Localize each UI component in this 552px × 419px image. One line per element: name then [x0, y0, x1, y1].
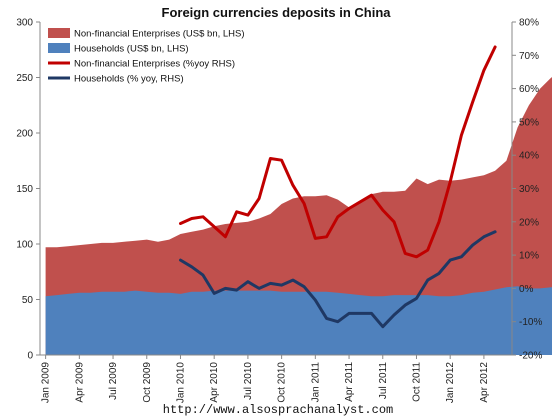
source-url: http://www.alsosprachanalyst.com: [163, 403, 393, 417]
x-tick-label: Jan 2009: [41, 362, 52, 404]
legend-label-2: Non-financial Enterprises (%yoy RHS): [74, 59, 235, 70]
line-series-3: [179, 230, 497, 329]
area-series-1: [45, 286, 552, 355]
x-tick-label: Apr 2009: [74, 362, 85, 403]
legend-swatch-1: [48, 43, 70, 53]
axes: 0 50 100 150 200 250 300 -20% -10% 0% 10% 20% 30% 40%…: [16, 18, 542, 404]
legend-label-3: Households (% yoy, RHS): [74, 74, 184, 85]
right-tick-label: 10%: [519, 251, 539, 262]
line-series-2: [179, 45, 497, 259]
left-tick-label: 250: [16, 73, 33, 84]
x-tick-label: Oct 2009: [142, 362, 153, 403]
right-tick-label: -10%: [519, 317, 542, 328]
legend-label-0: Non-financial Enterprises (US$ bn, LHS): [74, 29, 245, 40]
left-tick-label: 100: [16, 240, 33, 251]
x-tick-label: Apr 2010: [209, 362, 220, 403]
right-tick-label: 80%: [519, 18, 539, 29]
right-tick-label: 20%: [519, 217, 539, 228]
right-tick-label: 50%: [519, 117, 539, 128]
x-tick-label: Jan 2010: [175, 362, 186, 404]
line-layer: [179, 45, 497, 329]
left-tick-label: 50: [22, 295, 34, 306]
chart-title: Foreign currencies deposits in China: [162, 5, 392, 20]
x-tick-label: Jan 2012: [445, 362, 456, 404]
legend-swatch-0: [48, 28, 70, 38]
x-tick-label: Apr 2012: [479, 362, 490, 403]
left-tick-label: 200: [16, 129, 33, 140]
x-tick-label: Jan 2011: [310, 362, 321, 403]
left-tick-label: 150: [16, 184, 33, 195]
left-tick-label: 0: [27, 351, 33, 362]
x-tick-label: Jul 2009: [108, 362, 119, 400]
right-tick-label: 0%: [519, 284, 534, 295]
right-tick-label: 70%: [519, 51, 539, 62]
x-tick-label: Jul 2011: [378, 362, 389, 400]
x-tick-label: Apr 2011: [344, 362, 355, 402]
x-tick-label: Jul 2010: [243, 362, 254, 400]
x-tick-label: Oct 2011: [411, 362, 422, 402]
right-tick-label: 40%: [519, 151, 539, 162]
right-tick-label: -20%: [519, 351, 542, 362]
legend-label-1: Households (US$ bn, LHS): [74, 44, 189, 55]
right-tick-label: 60%: [519, 84, 539, 95]
left-tick-label: 300: [16, 18, 33, 29]
area-layer: [45, 77, 552, 355]
x-tick-label: Oct 2010: [277, 362, 288, 403]
legend: Non-financial Enterprises (US$ bn, LHS) H…: [48, 28, 245, 85]
right-tick-label: 30%: [519, 184, 539, 195]
